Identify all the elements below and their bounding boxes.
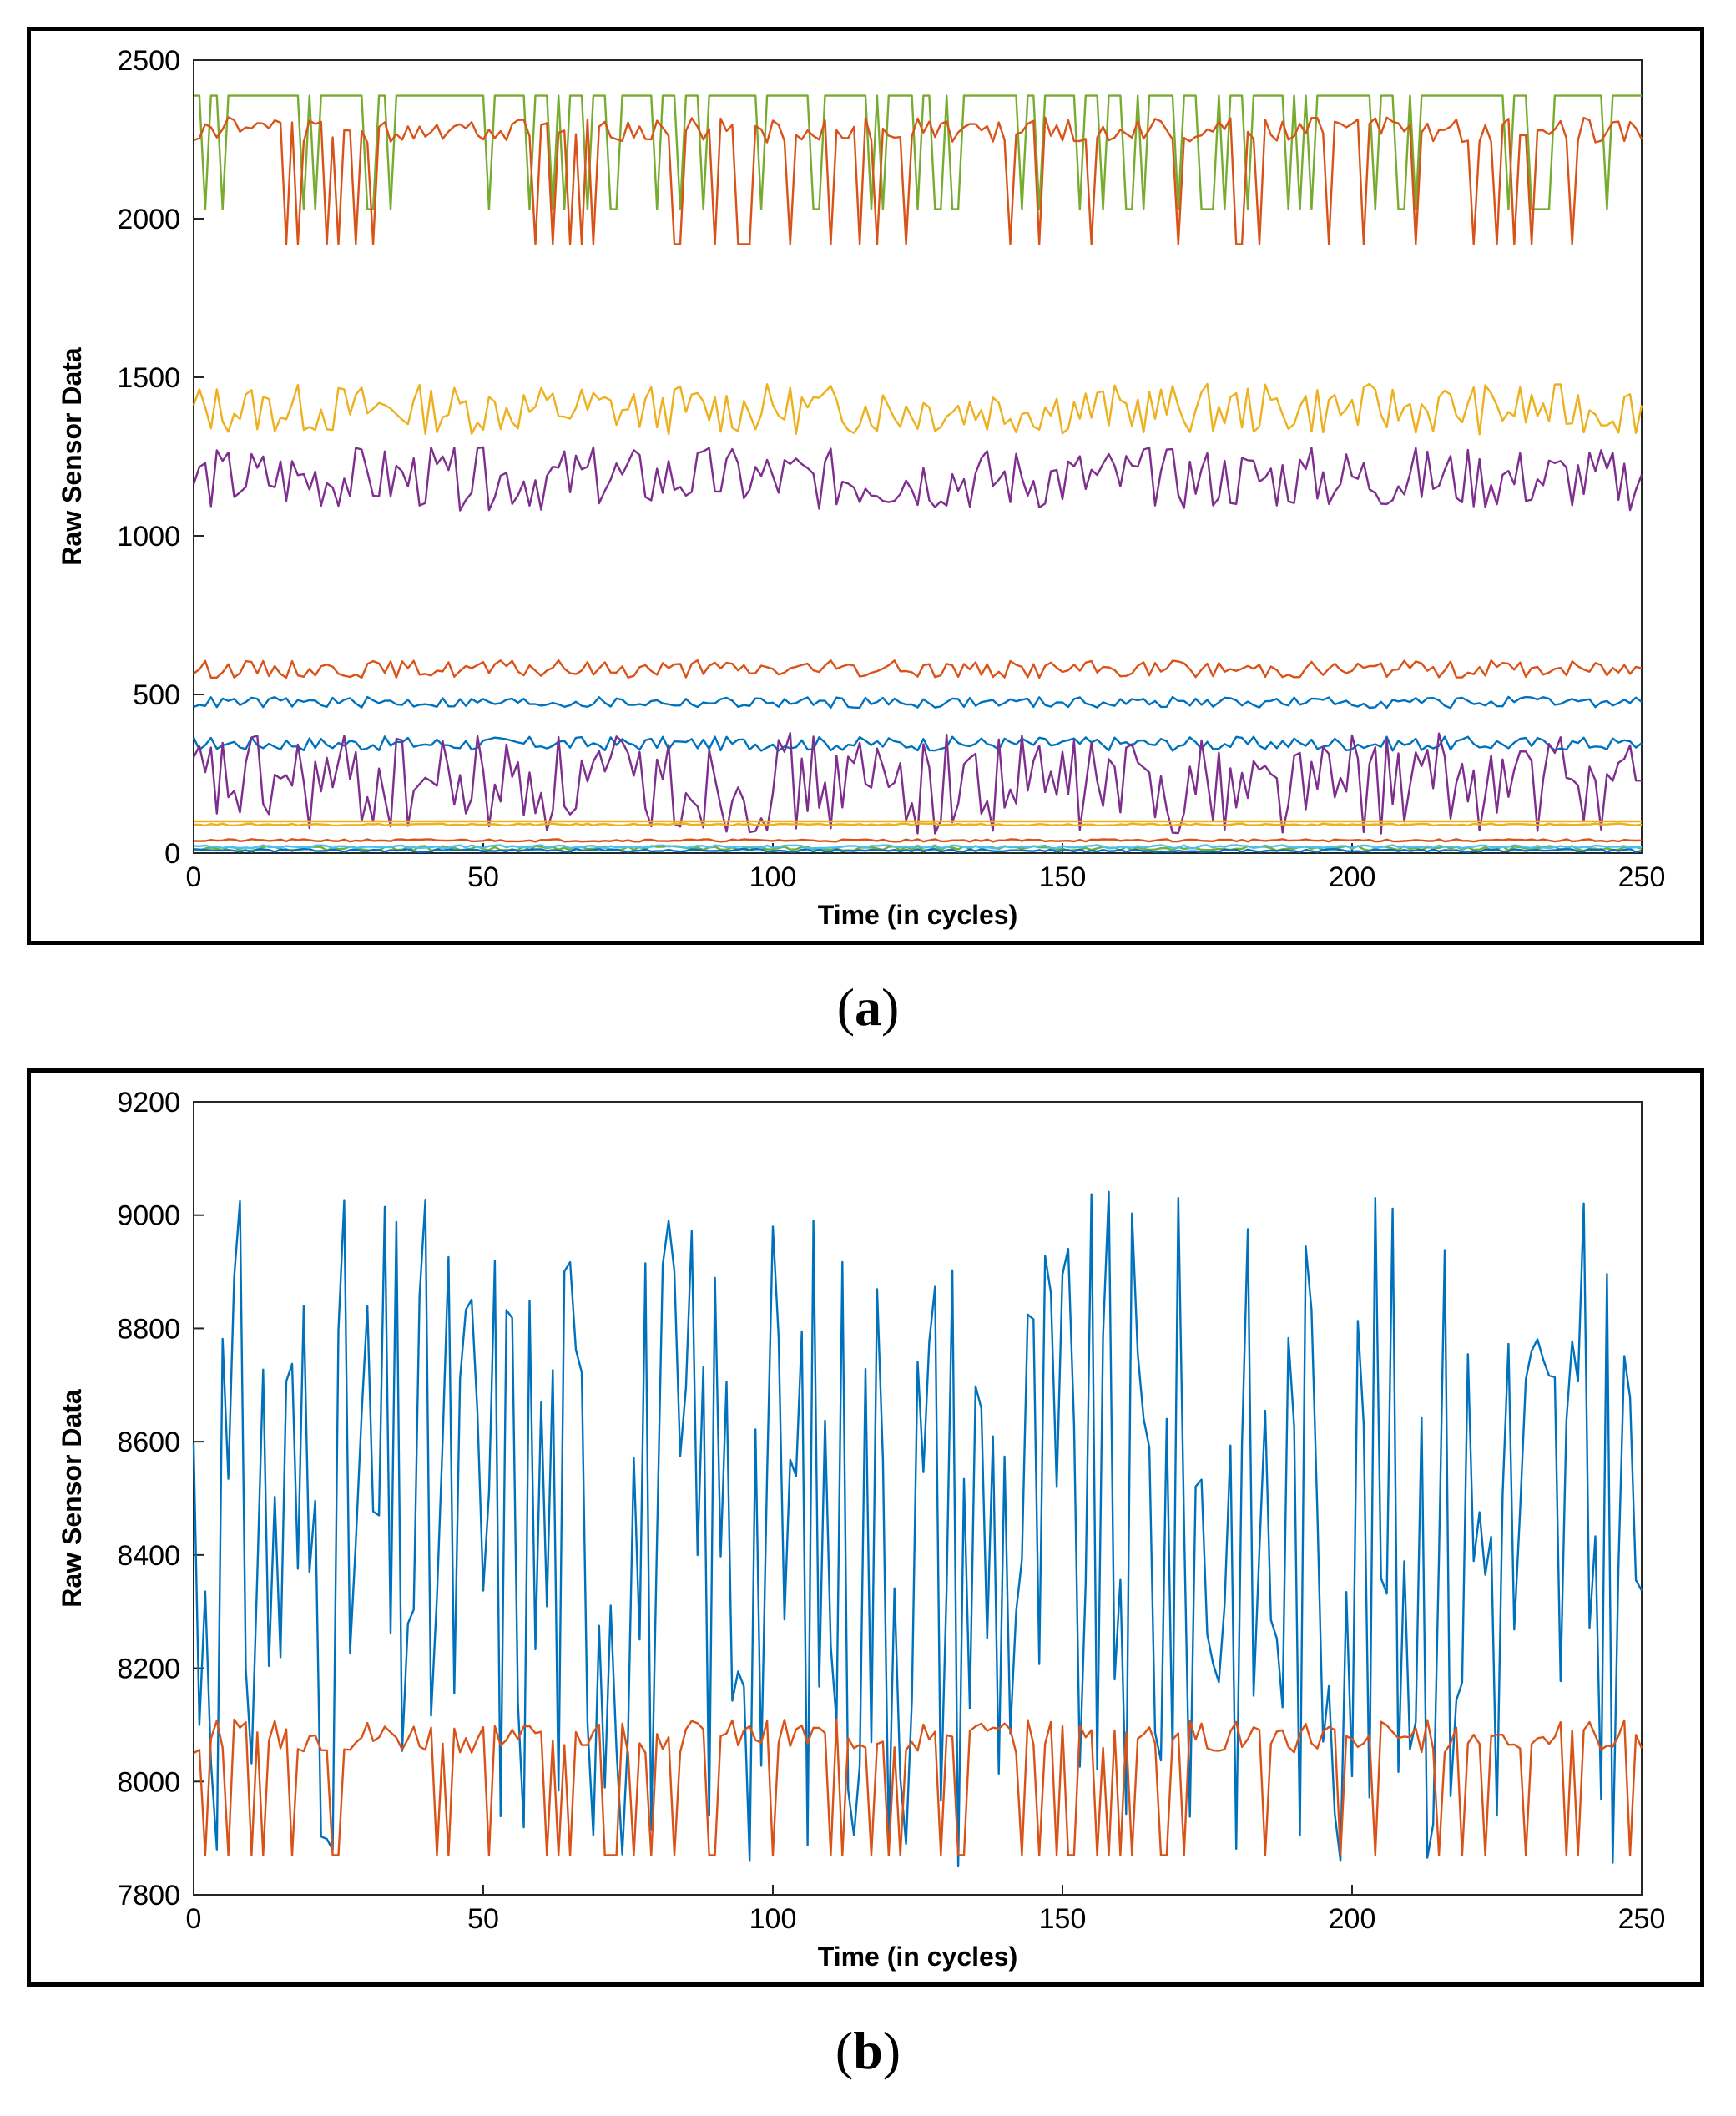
- caption-b: (b): [835, 2021, 901, 2080]
- y-axis-title: Raw Sensor Data: [57, 1389, 87, 1608]
- x-tick-label: 200: [1329, 1903, 1376, 1935]
- series-line-blue: [192, 1190, 1643, 1868]
- y-tick-label: 0: [164, 838, 180, 870]
- x-tick-label: 250: [1618, 861, 1666, 893]
- x-tick-label: 250: [1618, 1903, 1666, 1935]
- series-line-purple-lower: [192, 731, 1642, 835]
- y-tick-label: 1000: [117, 521, 180, 553]
- series-line-cyan-low: [193, 844, 1643, 850]
- x-tick-label: 0: [186, 861, 202, 893]
- x-tick-label: 100: [749, 861, 797, 893]
- series-line-yellow-flat-2: [193, 822, 1643, 827]
- series-line-blue-low: [193, 847, 1643, 853]
- series-line-orange-high: [193, 116, 1643, 245]
- x-axis-title: Time (in cycles): [818, 1942, 1018, 1972]
- x-tick-label: 150: [1039, 861, 1087, 893]
- series-line-blue-lower: [192, 735, 1643, 752]
- y-tick-label: 8600: [117, 1427, 180, 1458]
- x-axis-title: Time (in cycles): [818, 900, 1018, 930]
- caption-a-letter: a: [855, 977, 881, 1037]
- y-tick-label: 500: [133, 679, 180, 711]
- x-tick-label: 50: [467, 1903, 499, 1935]
- series-line-yellow-upper: [192, 382, 1643, 436]
- plot-area-frame: [193, 59, 1643, 854]
- series-line-blue-upper: [193, 695, 1643, 710]
- chart-panel-a: 0 50 100 150 200 250 0 500 1000 1500 2000 2500 Time …: [27, 27, 1704, 945]
- caption-b-letter: b: [853, 2021, 883, 2080]
- y-tick-label: 2000: [117, 204, 180, 235]
- y-tick-label: 8000: [117, 1766, 180, 1798]
- x-tick-label: 50: [467, 861, 499, 893]
- y-tick-label: 9200: [117, 1087, 180, 1119]
- chart-a-svg: 0 50 100 150 200 25005001000150020002500Time …: [57, 45, 1666, 930]
- y-tick-label: 2500: [117, 45, 180, 77]
- x-tick-label: 100: [749, 1903, 797, 1935]
- y-tick-label: 8200: [117, 1654, 180, 1685]
- y-tick-label: 8400: [117, 1540, 180, 1572]
- chart-panel-b: 0 50 100 150 200 250 7800 8000 8200 8400 8600 8800 9…: [27, 1068, 1704, 1987]
- caption-a: (a): [836, 977, 900, 1037]
- series-line-orange-flat: [193, 838, 1643, 843]
- x-tick-label: 0: [186, 1903, 202, 1935]
- series-line-orange: [193, 1718, 1643, 1856]
- y-tick-label: 7800: [117, 1880, 180, 1911]
- y-tick-label: 8800: [117, 1313, 180, 1345]
- x-tick-label: 200: [1329, 861, 1376, 893]
- series-line-orange-mid: [193, 659, 1643, 679]
- y-axis-title: Raw Sensor Data: [57, 347, 87, 566]
- x-tick-label: 150: [1039, 1903, 1087, 1935]
- y-tick-label: 9000: [117, 1200, 180, 1232]
- series-line-purple-upper: [192, 446, 1643, 512]
- y-tick-label: 1500: [117, 362, 180, 394]
- chart-b-svg: 0 50 100 150 200 250 7800 8000 8200 8400 8600 8800 9…: [57, 1087, 1666, 1972]
- series-line-green: [194, 94, 1642, 210]
- plot-area-frame: [193, 1101, 1643, 1896]
